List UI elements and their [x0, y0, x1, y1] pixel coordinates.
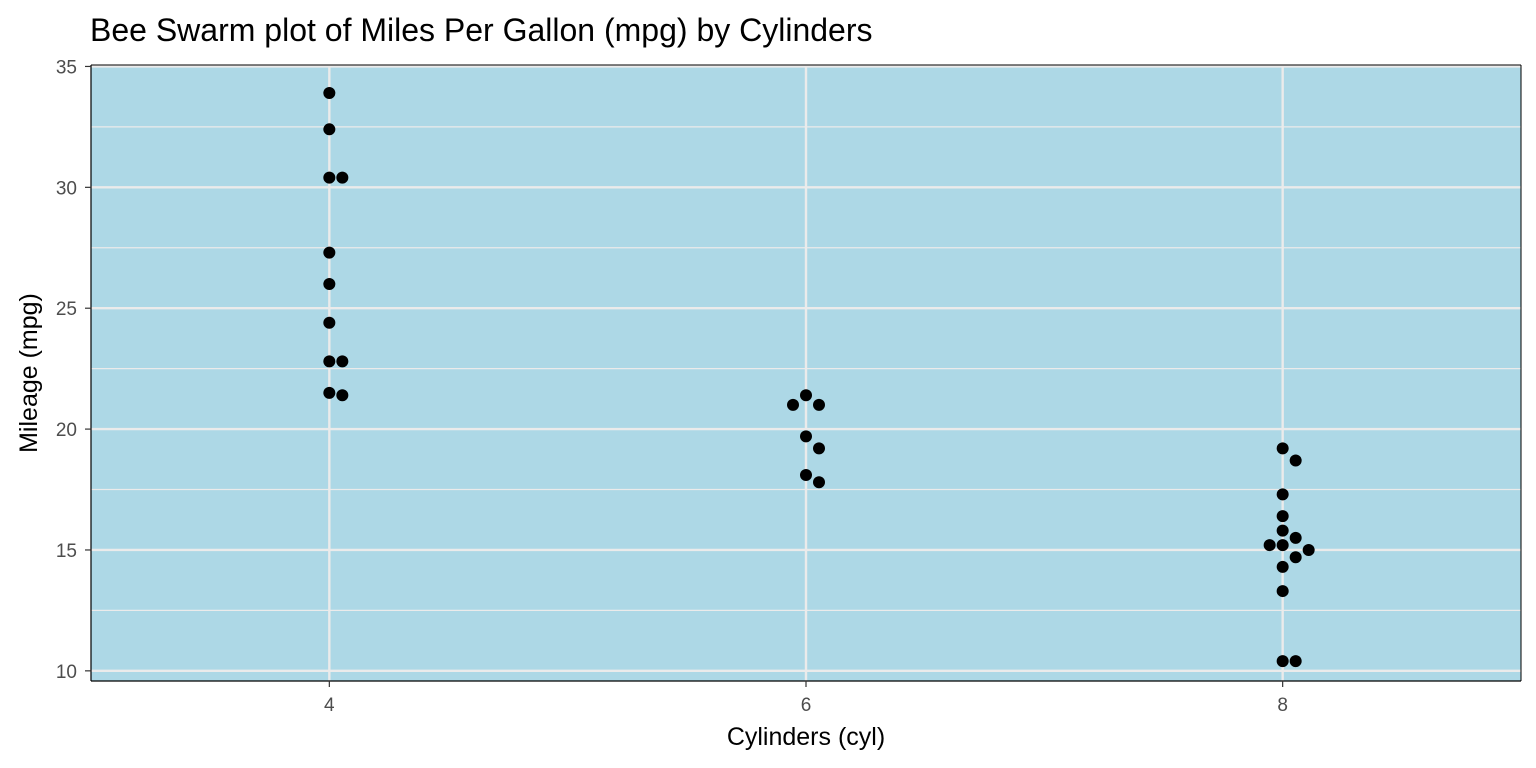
- data-point: [1276, 488, 1289, 501]
- data-point: [336, 389, 349, 402]
- y-tick-label: 30: [56, 178, 77, 199]
- data-point: [323, 87, 336, 100]
- data-point: [323, 386, 336, 399]
- data-point: [1302, 543, 1315, 556]
- data-point: [813, 398, 825, 411]
- data-point: [1276, 524, 1289, 537]
- x-tick-label: 4: [324, 695, 335, 716]
- data-point: [323, 123, 336, 136]
- data-point: [1276, 539, 1289, 552]
- data-point: [1276, 510, 1289, 523]
- data-point: [336, 355, 349, 368]
- data-point: [336, 171, 349, 184]
- data-points: [323, 87, 1315, 668]
- x-axis-title: Cylinders (cyl): [727, 723, 885, 751]
- data-point: [323, 171, 336, 184]
- y-axis-title: Mileage (mpg): [15, 293, 43, 453]
- data-point: [800, 469, 812, 482]
- chart-title: Bee Swarm plot of Miles Per Gallon (mpg)…: [90, 12, 873, 48]
- y-axis-ticks: 10 15 20 25 30 35: [56, 57, 91, 683]
- data-point: [1276, 655, 1289, 668]
- data-point: [813, 442, 825, 455]
- data-point: [1276, 560, 1289, 573]
- data-point: [1289, 454, 1302, 467]
- data-point: [800, 389, 812, 402]
- data-point: [323, 355, 336, 368]
- data-point: [1276, 442, 1289, 455]
- data-point: [323, 246, 336, 259]
- x-axis-ticks: 4 6 8: [324, 681, 1288, 716]
- x-tick-label: 8: [1277, 695, 1288, 716]
- x-tick-label: 6: [801, 695, 812, 716]
- data-point: [1263, 539, 1276, 552]
- y-tick-label: 20: [56, 420, 77, 441]
- data-point: [800, 430, 812, 443]
- data-point: [1289, 531, 1302, 544]
- y-tick-label: 15: [56, 541, 77, 562]
- y-tick-label: 25: [56, 299, 77, 320]
- data-point: [1289, 551, 1302, 564]
- data-point: [787, 398, 799, 411]
- data-point: [323, 316, 336, 329]
- data-point: [323, 278, 336, 291]
- y-tick-label: 10: [56, 662, 77, 683]
- data-point: [813, 476, 825, 489]
- data-point: [1289, 655, 1302, 668]
- data-point: [1276, 585, 1289, 598]
- y-tick-label: 35: [56, 57, 77, 78]
